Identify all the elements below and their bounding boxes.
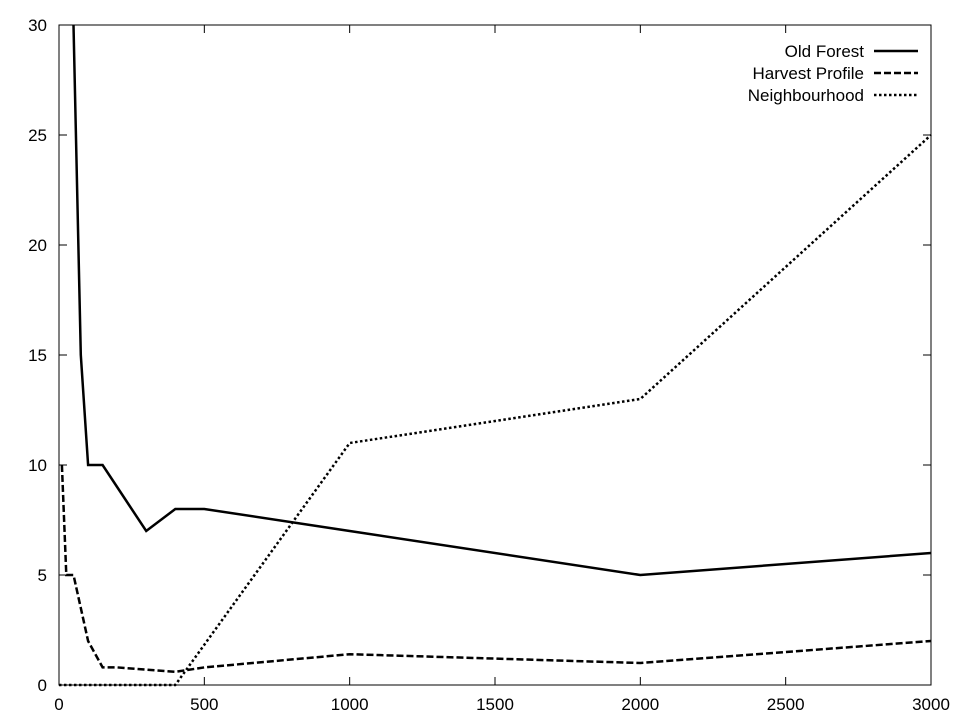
y-tick-label: 0 — [38, 676, 47, 695]
series-line-old-forest — [72, 24, 932, 577]
legend-label: Neighbourhood — [748, 86, 864, 105]
x-tick-label: 1000 — [331, 695, 369, 714]
legend-label: Harvest Profile — [753, 64, 864, 83]
x-tick-label: 1500 — [476, 695, 514, 714]
y-tick-label: 25 — [28, 126, 47, 145]
y-tick-label: 20 — [28, 236, 47, 255]
x-tick-label: 500 — [190, 695, 218, 714]
y-tick-label: 15 — [28, 346, 47, 365]
y-tick-label: 30 — [28, 16, 47, 35]
series-line-harvest-profile — [60, 464, 932, 674]
legend-label: Old Forest — [785, 42, 865, 61]
x-tick-label: 2000 — [621, 695, 659, 714]
series-group — [59, 24, 932, 687]
series-line-neighbourhood — [59, 134, 932, 687]
axis-ticks: 0 500 1000 1500 2000 2500 3000 0 5 10 15 20 25 30 — [28, 16, 950, 714]
plot-frame — [58, 24, 932, 686]
y-tick-label: 10 — [28, 456, 47, 475]
x-tick-label: 3000 — [912, 695, 950, 714]
legend: Old Forest Harvest Profile Neighbourhood — [748, 42, 918, 105]
y-tick-label: 5 — [38, 566, 47, 585]
x-tick-label: 0 — [54, 695, 63, 714]
x-tick-label: 2500 — [767, 695, 805, 714]
